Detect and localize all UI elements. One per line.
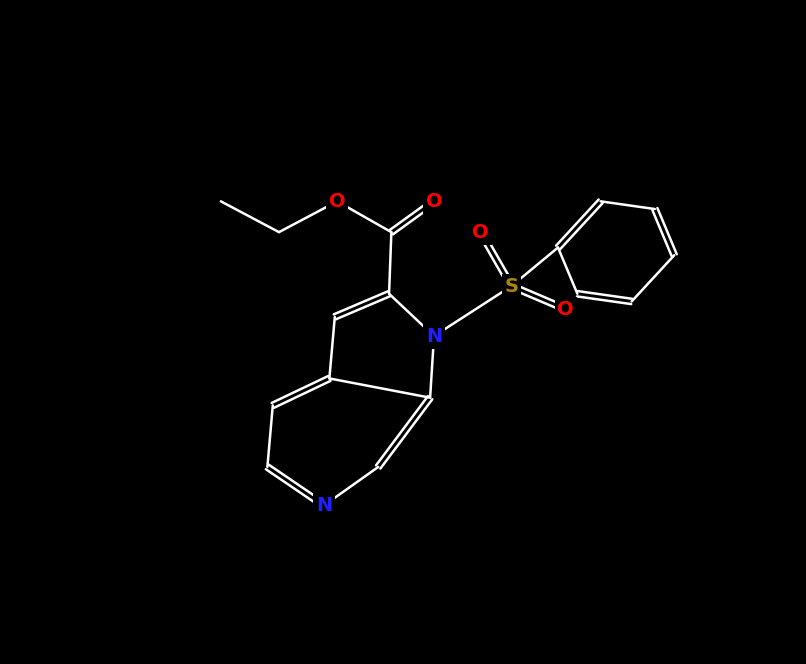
Text: N: N (426, 327, 442, 345)
Text: O: O (472, 222, 488, 242)
Text: O: O (558, 299, 574, 319)
Text: N: N (316, 496, 332, 515)
Text: S: S (505, 276, 518, 295)
Text: O: O (426, 192, 442, 211)
Text: O: O (329, 192, 346, 211)
